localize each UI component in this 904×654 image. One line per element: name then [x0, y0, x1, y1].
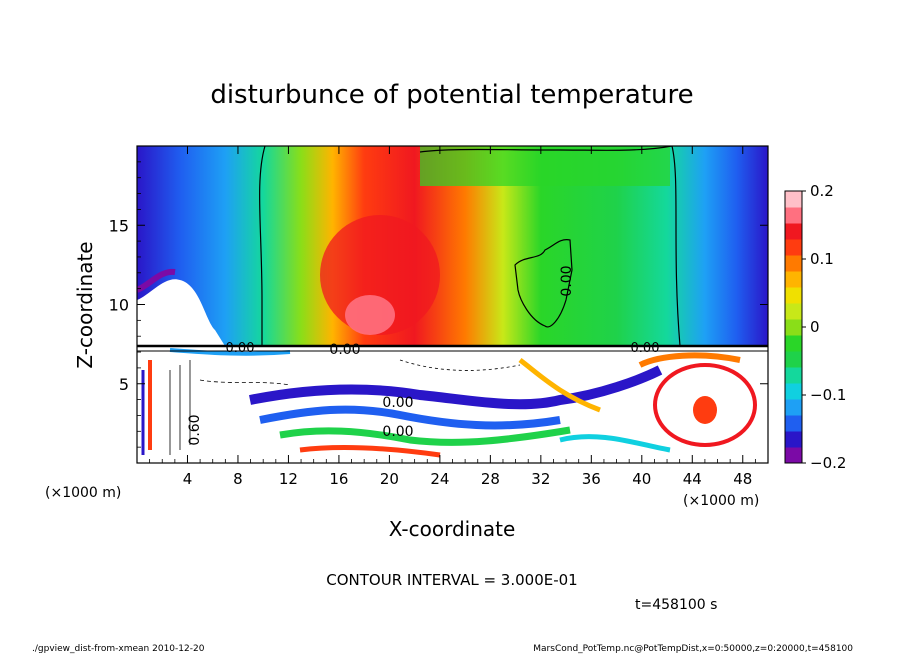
green-top	[420, 146, 670, 186]
colorbar-swatch	[785, 431, 802, 448]
colorbar-swatch	[785, 351, 802, 368]
y-axis-label: Z-coordinate	[73, 241, 97, 368]
contour-label-2: 0.00	[226, 341, 255, 356]
colorbar-swatch	[785, 367, 802, 384]
colorbar-swatch	[785, 255, 802, 272]
contour-label-7: 0.60	[187, 414, 203, 445]
colorbar-swatch	[785, 207, 802, 224]
contour-zero-left	[259, 146, 266, 346]
contour-label-3: 0.00	[382, 395, 413, 411]
colorbar-swatch	[785, 287, 802, 304]
x-tick-label: 44	[683, 470, 702, 488]
colorbar	[785, 191, 802, 464]
colorbar-swatch	[785, 239, 802, 256]
contour-interval: CONTOUR INTERVAL = 3.000E-01	[326, 571, 577, 589]
colorbar-ticks: 0.2 0.1 0 −0.1 −0.2	[802, 182, 846, 472]
colorbar-swatch	[785, 415, 802, 432]
cold-region-left	[137, 279, 225, 346]
x-unit-right: (×1000 m)	[683, 493, 759, 509]
warm-peak	[345, 295, 395, 335]
x-tick-label: 4	[183, 470, 193, 488]
x-axis-label: X-coordinate	[389, 517, 516, 541]
contour-label-5: 0.00	[631, 341, 660, 356]
y-tick-label: 15	[109, 216, 129, 235]
x-tick-label: 36	[582, 470, 601, 488]
y-axis-ticks: 5 10 15	[109, 161, 768, 448]
chart-title: disturbunce of potential temperature	[210, 80, 693, 110]
colorbar-swatch	[785, 335, 802, 352]
contour-label-1: 0.00	[329, 342, 360, 358]
plot-area	[137, 146, 768, 463]
contour-label-4: 0.00	[382, 424, 413, 440]
colorbar-swatch	[785, 271, 802, 288]
colorbar-tick-label: 0.1	[810, 250, 834, 268]
warm-cell-core	[693, 396, 717, 424]
x-unit-left: (×1000 m)	[45, 485, 121, 501]
colorbar-tick-label: −0.1	[810, 386, 846, 404]
x-tick-label: 28	[481, 470, 500, 488]
colorbar-swatch	[785, 303, 802, 320]
x-tick-label: 48	[733, 470, 752, 488]
colorbar-swatch	[785, 399, 802, 416]
warm-cell-right	[653, 363, 757, 447]
x-tick-label: 20	[380, 470, 399, 488]
contour-zero-right	[671, 146, 681, 347]
time-stamp: t=458100 s	[635, 597, 717, 613]
x-tick-label: 32	[531, 470, 550, 488]
contour-label-6: 0.00	[559, 265, 575, 296]
colorbar-swatch	[785, 383, 802, 400]
colorbar-swatch	[785, 319, 802, 336]
footer-right: MarsCond_PotTemp.nc@PotTempDist,x=0:5000…	[533, 644, 853, 654]
x-tick-label: 40	[632, 470, 651, 488]
colorbar-tick-label: 0.2	[810, 182, 834, 200]
colorbar-tick-label: 0	[810, 318, 820, 336]
colorbar-swatch	[785, 447, 802, 464]
x-tick-label: 12	[279, 470, 298, 488]
contour-zero-island	[514, 239, 573, 328]
x-axis-ticks: 4 8 12 16 20 24 28 32 36 40 44 48	[149, 146, 756, 488]
x-tick-label: 8	[233, 470, 243, 488]
footer-left: ./gpview_dist-from-xmean 2010-12-20	[32, 644, 205, 654]
y-tick-label: 10	[109, 296, 129, 315]
colorbar-swatch	[785, 223, 802, 240]
x-tick-label: 24	[430, 470, 449, 488]
colorbar-swatch	[785, 191, 802, 208]
colorbar-tick-label: −0.2	[810, 454, 846, 472]
x-tick-label: 16	[329, 470, 348, 488]
y-tick-label: 5	[119, 375, 129, 394]
